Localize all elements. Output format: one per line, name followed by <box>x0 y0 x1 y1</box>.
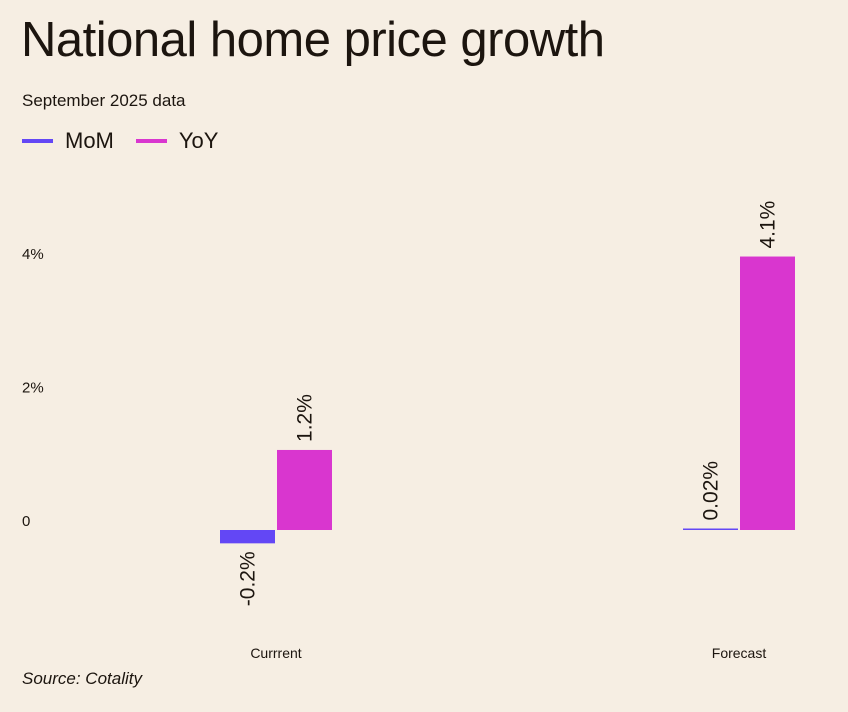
y-tick-label: 4% <box>22 246 44 263</box>
y-tick-label: 2% <box>22 380 44 397</box>
bar-yoy <box>277 449 332 530</box>
legend-item-yoy: YoY <box>135 128 219 154</box>
y-tick-label: 0 <box>22 513 30 530</box>
chart-title: National home price growth <box>21 13 605 67</box>
data-label: 1.2% <box>294 394 317 442</box>
source-note: Source: Cotality <box>22 669 142 688</box>
legend-swatch-yoy <box>135 139 167 143</box>
bar-mom <box>220 530 275 544</box>
data-label: 4.1% <box>757 201 780 249</box>
bar-yoy <box>740 256 795 530</box>
data-label: -0.2% <box>237 551 260 606</box>
legend-item-mom: MoM <box>22 128 114 154</box>
x-tick-label: Forecast <box>712 645 767 661</box>
x-tick-label: Currrent <box>250 645 301 661</box>
chart-subtitle: September 2025 data <box>22 91 186 110</box>
legend-label-mom: MoM <box>65 128 114 153</box>
bar-mom <box>683 528 738 530</box>
legend: MoM YoY <box>22 128 240 154</box>
data-label: 0.02% <box>700 461 723 521</box>
legend-swatch-mom <box>22 139 53 143</box>
legend-label-yoy: YoY <box>178 128 219 153</box>
